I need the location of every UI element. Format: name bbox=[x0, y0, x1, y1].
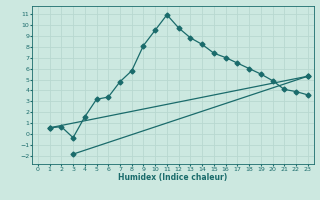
X-axis label: Humidex (Indice chaleur): Humidex (Indice chaleur) bbox=[118, 173, 228, 182]
